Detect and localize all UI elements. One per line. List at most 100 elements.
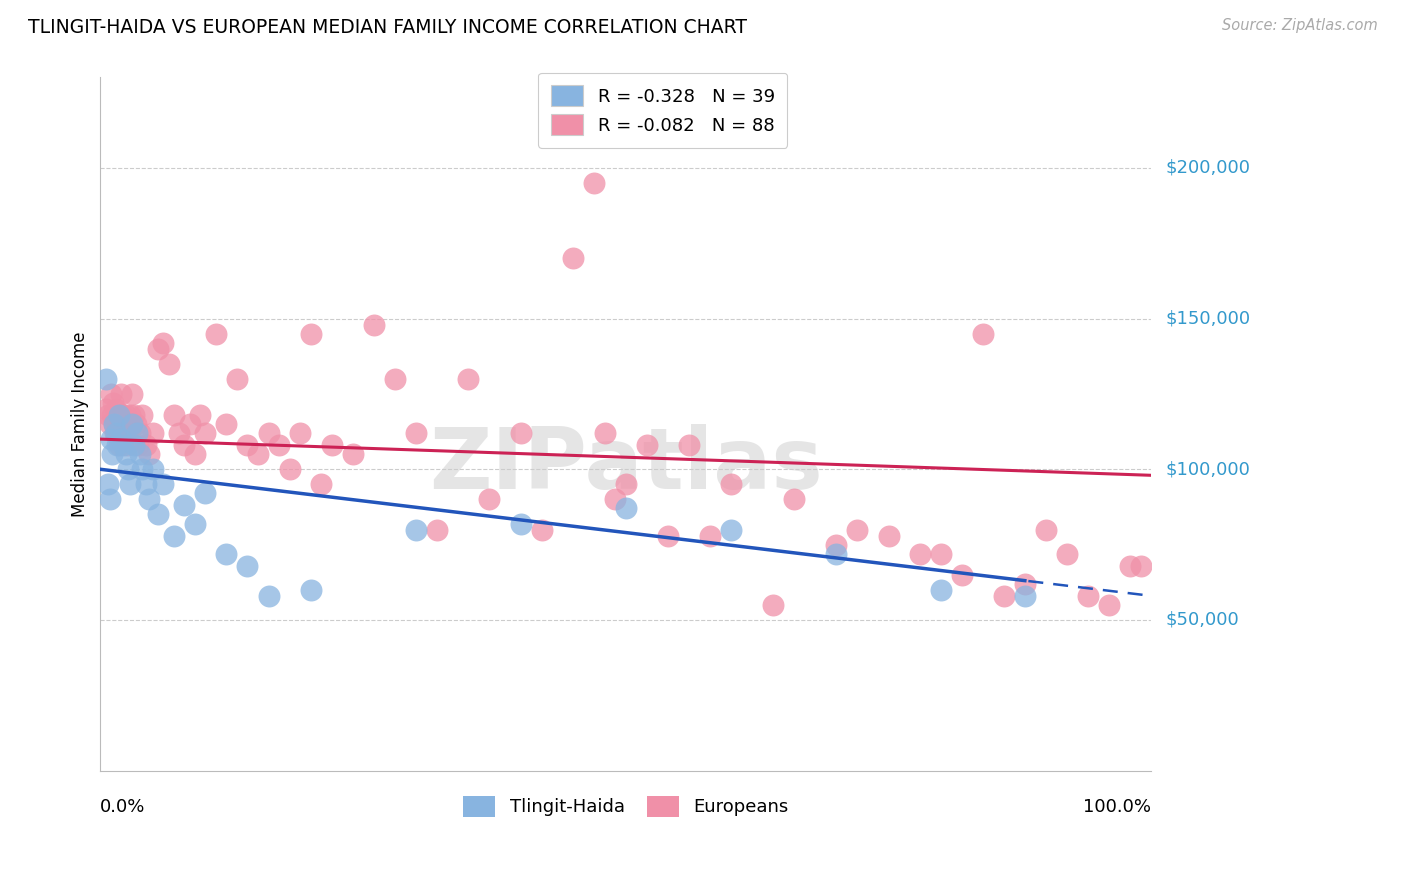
Point (163, 528, 186, 542)
Point (215, 547, 238, 561)
Point (720, 477, 742, 491)
Point (167, 426, 190, 441)
Point (384, 372, 406, 386)
Point (97, 408, 120, 422)
Point (257, 426, 280, 441)
Point (636, 438, 658, 452)
Point (783, 492, 806, 507)
Point (194, 426, 217, 441)
Point (117, 426, 139, 441)
Point (125, 417, 148, 431)
Point (226, 372, 249, 386)
Point (929, 582, 952, 597)
Point (583, 176, 606, 190)
Text: Source: ZipAtlas.com: Source: ZipAtlas.com (1222, 18, 1378, 33)
Point (993, 589, 1015, 603)
Point (142, 426, 165, 441)
Point (179, 417, 201, 431)
Point (1077, 589, 1099, 603)
Point (101, 447, 124, 461)
Point (908, 547, 931, 561)
Point (117, 462, 139, 476)
Point (1056, 547, 1078, 561)
Point (135, 438, 157, 452)
Point (94, 402, 117, 417)
Point (127, 426, 149, 441)
Text: TLINGIT-HAIDA VS EUROPEAN MEDIAN FAMILY INCOME CORRELATION CHART: TLINGIT-HAIDA VS EUROPEAN MEDIAN FAMILY … (28, 18, 747, 37)
Point (103, 417, 125, 431)
Point (657, 528, 679, 542)
Point (157, 357, 180, 371)
Point (118, 477, 141, 491)
Point (972, 326, 994, 341)
Point (122, 408, 145, 422)
Point (101, 396, 124, 410)
Point (762, 598, 785, 612)
Point (605, 492, 627, 507)
Point (1129, 558, 1152, 573)
Point (1014, 589, 1036, 603)
Point (100, 432, 122, 446)
Point (138, 447, 160, 461)
Point (342, 447, 364, 461)
Point (509, 426, 531, 441)
Point (236, 438, 259, 452)
Point (98, 492, 121, 507)
Point (121, 417, 143, 431)
Point (509, 516, 531, 531)
Legend: Tlingit-Haida, Europeans: Tlingit-Haida, Europeans (456, 789, 796, 824)
Point (188, 408, 211, 422)
Point (309, 477, 332, 491)
Point (112, 417, 135, 431)
Point (1035, 523, 1057, 537)
Point (110, 426, 132, 441)
Text: $200,000: $200,000 (1166, 159, 1250, 177)
Point (877, 528, 900, 542)
Point (173, 499, 195, 513)
Point (846, 523, 869, 537)
Point (321, 438, 343, 452)
Point (110, 387, 132, 401)
Text: 0.0%: 0.0% (100, 798, 146, 816)
Point (257, 589, 280, 603)
Point (131, 462, 153, 476)
Point (593, 426, 616, 441)
Point (614, 477, 637, 491)
Point (299, 582, 322, 597)
Text: $100,000: $100,000 (1166, 460, 1250, 478)
Point (478, 492, 501, 507)
Point (1098, 598, 1121, 612)
Point (530, 523, 553, 537)
Point (115, 438, 138, 452)
Point (1014, 577, 1036, 591)
Point (929, 547, 952, 561)
Point (122, 438, 145, 452)
Point (146, 508, 169, 522)
Point (562, 252, 585, 266)
Point (405, 523, 427, 537)
Text: $150,000: $150,000 (1166, 310, 1250, 327)
Point (457, 372, 479, 386)
Point (184, 447, 207, 461)
Point (825, 538, 848, 552)
Point (950, 567, 973, 582)
Text: 100.0%: 100.0% (1084, 798, 1152, 816)
Point (103, 417, 125, 431)
Point (163, 408, 186, 422)
Point (108, 408, 131, 422)
Point (278, 462, 301, 476)
Point (194, 486, 217, 500)
Point (110, 432, 132, 446)
Y-axis label: Median Family Income: Median Family Income (72, 331, 89, 516)
Point (138, 492, 160, 507)
Point (299, 326, 322, 341)
Point (114, 408, 136, 422)
Point (94, 372, 117, 386)
Point (146, 342, 169, 356)
Point (112, 438, 135, 452)
Point (100, 387, 122, 401)
Point (614, 501, 637, 516)
Point (121, 387, 143, 401)
Point (105, 426, 128, 441)
Point (105, 402, 128, 417)
